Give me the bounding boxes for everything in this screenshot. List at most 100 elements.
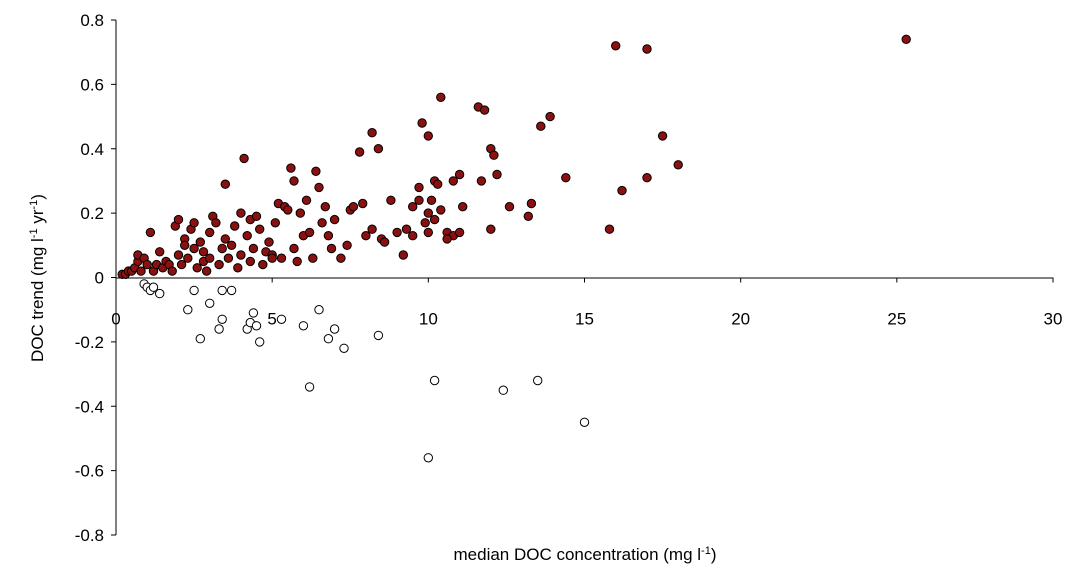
data-point-positive xyxy=(458,202,468,212)
data-point-positive xyxy=(336,253,346,263)
data-point-positive xyxy=(401,224,412,234)
y-tick-label: 0.4 xyxy=(80,140,104,159)
data-point-positive xyxy=(189,218,199,228)
data-point-positive xyxy=(408,202,418,212)
data-point-positive xyxy=(205,227,215,238)
x-tick-label: 30 xyxy=(1044,310,1063,329)
data-point-negative xyxy=(255,337,265,347)
x-axis-title: median DOC concentration (mg l-1) xyxy=(454,545,717,564)
data-point-negative xyxy=(217,285,227,296)
y-tick-label: 0.8 xyxy=(80,11,104,30)
data-point-positive xyxy=(214,259,224,270)
y-tick-label: -0.2 xyxy=(75,333,104,352)
data-point-positive xyxy=(142,259,152,270)
data-point-positive xyxy=(276,253,287,263)
data-point-positive xyxy=(642,173,652,183)
data-point-positive xyxy=(289,243,299,254)
data-point-positive xyxy=(205,253,215,263)
data-point-positive xyxy=(489,150,499,160)
data-point-positive xyxy=(217,243,227,254)
data-point-positive xyxy=(436,205,446,215)
data-point-positive xyxy=(289,176,299,186)
data-point-negative xyxy=(329,324,340,334)
plot-area: 0 5 10 15 20 25 30 -0.8 -0.6 -0.4 -0.2 0 0.2 0.4 0.6 0.… xyxy=(75,11,1063,545)
data-point-positive xyxy=(523,211,533,222)
data-point-positive xyxy=(226,240,237,251)
y-axis-title: DOC trend (mg l-1 yr-1) xyxy=(28,194,47,362)
data-point-positive xyxy=(354,147,365,157)
data-point-positive xyxy=(201,266,212,276)
data-point-positive xyxy=(617,185,627,196)
data-point-positive xyxy=(414,195,424,206)
data-point-negative xyxy=(226,285,237,296)
y-tick-label: -0.4 xyxy=(75,397,104,416)
x-tick-label: 5 xyxy=(267,310,276,329)
data-point-positive xyxy=(320,202,330,212)
data-point-positive xyxy=(642,44,652,54)
data-point-negative xyxy=(533,375,543,386)
data-point-positive xyxy=(173,214,184,225)
data-point-positive xyxy=(236,208,246,218)
data-point-positive xyxy=(248,243,259,254)
data-point-positive xyxy=(223,253,234,263)
data-point-positive xyxy=(358,198,368,209)
data-point-positive xyxy=(392,227,402,238)
data-points xyxy=(117,34,911,463)
data-point-positive xyxy=(423,131,433,141)
data-point-positive xyxy=(220,179,231,189)
data-point-negative xyxy=(323,334,334,344)
y-tick-label: -0.6 xyxy=(75,462,104,481)
data-point-negative xyxy=(423,453,433,463)
data-point-negative xyxy=(155,288,165,299)
data-point-positive xyxy=(454,169,465,180)
data-point-positive xyxy=(245,256,256,267)
data-point-positive xyxy=(308,253,318,263)
data-point-positive xyxy=(398,250,408,260)
data-point-negative xyxy=(183,305,193,315)
data-point-positive xyxy=(342,240,352,251)
y-tick-label: -0.8 xyxy=(75,526,104,545)
data-point-positive xyxy=(604,224,615,234)
data-point-negative xyxy=(498,385,508,395)
data-point-positive xyxy=(155,247,165,257)
data-point-positive xyxy=(311,166,321,177)
y-tick-label: 0 xyxy=(95,269,104,288)
data-point-positive xyxy=(448,176,458,186)
data-point-positive xyxy=(236,250,246,260)
axis-tick-labels: 0 5 10 15 20 25 30 -0.8 -0.6 -0.4 -0.2 0 0.2 0.4 0.6 0.… xyxy=(75,11,1063,545)
x-tick-label: 20 xyxy=(731,310,750,329)
data-point-positive xyxy=(136,266,146,276)
data-point-negative xyxy=(314,305,324,315)
data-point-positive xyxy=(195,237,206,247)
data-point-positive xyxy=(657,131,668,141)
data-point-positive xyxy=(251,211,262,222)
data-point-negative xyxy=(217,314,227,324)
data-point-positive xyxy=(545,111,555,122)
data-point-negative xyxy=(429,375,440,386)
data-point-positive xyxy=(348,202,359,212)
data-point-positive xyxy=(314,182,324,193)
data-point-positive xyxy=(329,214,340,225)
data-point-positive xyxy=(901,34,911,44)
data-point-positive xyxy=(173,250,184,260)
data-point-negative xyxy=(276,314,287,324)
data-point-positive xyxy=(211,218,221,228)
data-point-positive xyxy=(258,259,268,270)
data-point-positive xyxy=(436,92,446,103)
y-tick-label: 0.2 xyxy=(80,204,104,223)
data-point-positive xyxy=(286,163,296,173)
data-point-positive xyxy=(367,224,377,234)
data-point-positive xyxy=(386,195,396,206)
data-point-positive xyxy=(167,266,177,276)
data-point-positive xyxy=(414,182,424,193)
data-point-negative xyxy=(205,298,215,308)
axis-ticks xyxy=(111,19,1054,536)
data-point-negative xyxy=(373,330,384,341)
data-point-positive xyxy=(176,259,187,270)
data-point-positive xyxy=(270,218,280,228)
data-point-positive xyxy=(323,231,334,241)
data-point-positive xyxy=(233,263,243,273)
data-point-positive xyxy=(198,247,209,257)
data-point-positive xyxy=(479,105,490,115)
